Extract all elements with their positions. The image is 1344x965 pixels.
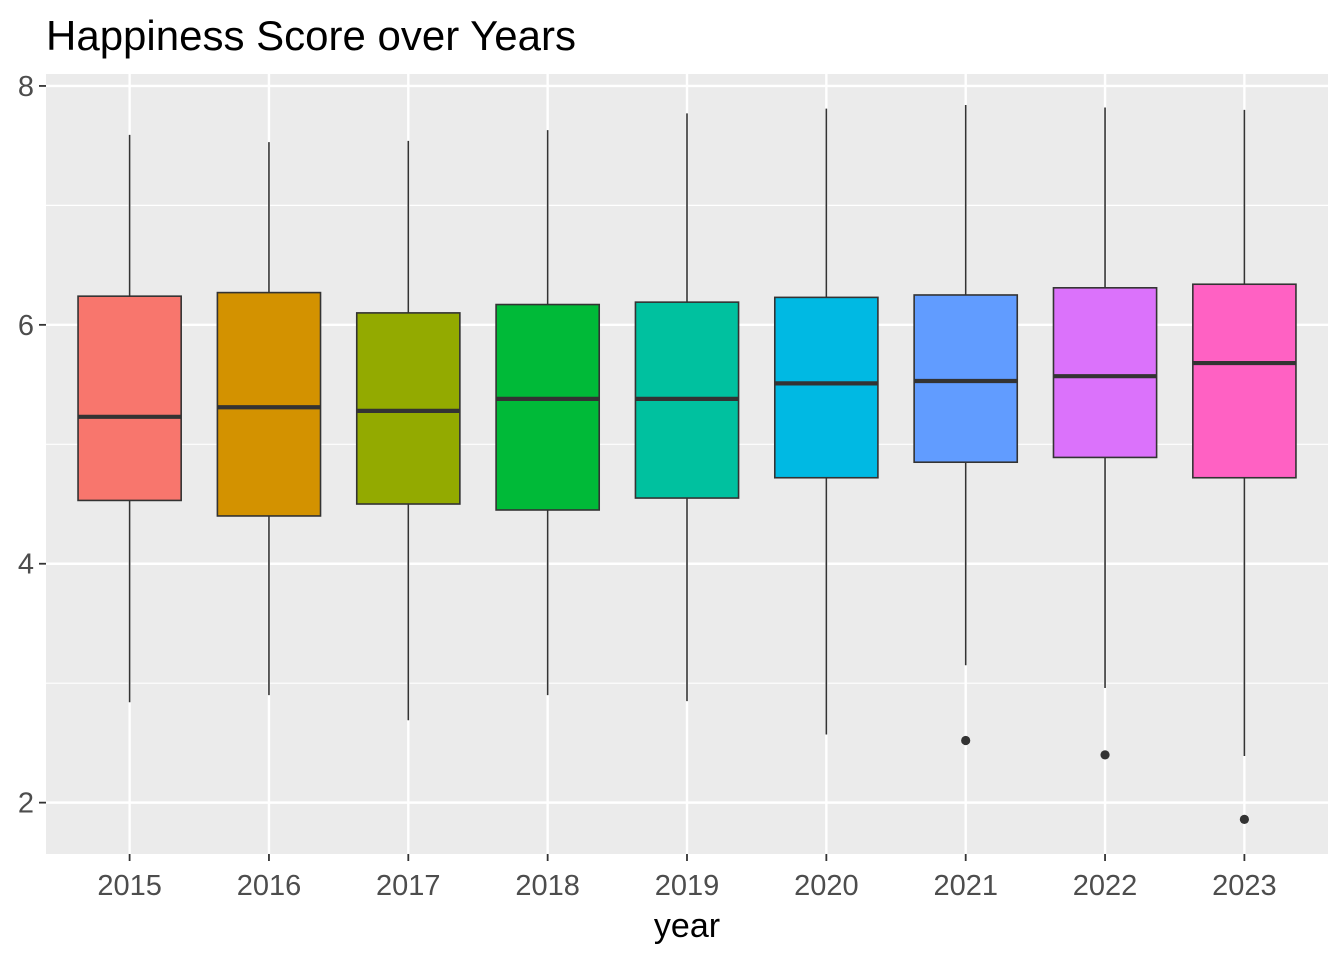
iqr-box: [773, 296, 879, 479]
chart-title: Happiness Score over Years: [46, 12, 576, 59]
iqr-box: [355, 312, 461, 505]
box-2019: [634, 113, 740, 702]
iqr-box: [216, 291, 322, 517]
outlier-point: [1239, 814, 1249, 824]
box-2021: [913, 105, 1019, 746]
x-axis-title: year: [654, 907, 720, 945]
x-tick-label: 2018: [515, 870, 580, 902]
box-2016: [216, 142, 322, 696]
iqr-box: [77, 295, 182, 502]
box-2023: [1192, 109, 1297, 824]
x-tick-label: 2023: [1212, 870, 1277, 902]
x-tick-label: 2022: [1073, 870, 1138, 902]
x-tick-label: 2016: [237, 870, 302, 902]
box-2020: [773, 108, 879, 735]
x-tick-label: 2015: [97, 870, 162, 902]
box-2022: [1052, 107, 1158, 760]
x-tick-label: 2017: [376, 870, 441, 902]
x-tick-label: 2021: [933, 870, 998, 902]
iqr-box: [913, 294, 1019, 464]
iqr-box: [1052, 287, 1158, 459]
boxes: [77, 105, 1297, 824]
axes: 2 4 6 8 2015 2016 2017 2018 2019 2020 2021 2022 2023: [18, 71, 1277, 902]
outlier-point: [961, 735, 971, 746]
iqr-box: [495, 303, 601, 511]
box-2018: [495, 130, 601, 696]
box-2017: [355, 140, 461, 721]
box-2015: [77, 134, 182, 703]
x-tick-label: 2020: [794, 870, 859, 902]
y-tick-label: 2: [18, 788, 34, 820]
y-tick-label: 6: [18, 310, 34, 342]
iqr-box: [1192, 283, 1297, 479]
x-tick-label: 2019: [655, 870, 720, 902]
y-tick-label: 4: [18, 549, 34, 581]
outlier-point: [1100, 750, 1110, 760]
y-tick-label: 8: [18, 71, 34, 103]
